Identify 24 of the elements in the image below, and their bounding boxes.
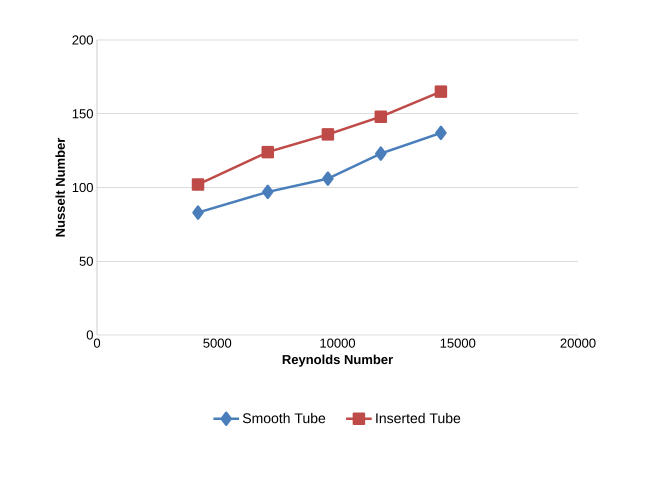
y-tick-label: 100 — [72, 182, 93, 192]
x-tick-label: 0 — [94, 338, 100, 348]
point — [435, 126, 447, 140]
x-tick-label: 10000 — [320, 338, 356, 348]
y-tick-label: 0 — [86, 330, 93, 340]
y-tick-label: 200 — [72, 35, 93, 45]
point — [374, 110, 388, 123]
y-tick-label: 50 — [80, 256, 93, 266]
point — [192, 178, 204, 191]
point — [192, 205, 204, 220]
x-tick-label: 15000 — [440, 338, 476, 348]
y-tick-label: 150 — [72, 109, 93, 118]
point — [375, 146, 387, 161]
point — [434, 85, 448, 98]
legend-label: Smooth Tube — [242, 412, 326, 424]
point — [262, 184, 274, 200]
y-axis-title: Nusselt Number — [55, 138, 65, 236]
x-tick-label: 5000 — [203, 338, 232, 348]
point — [262, 146, 274, 158]
point — [322, 128, 334, 141]
x-tick-label: 20000 — [560, 338, 596, 348]
legend-label: Inserted Tube — [376, 412, 460, 424]
x-axis-title: Reynolds Number — [282, 354, 393, 367]
point — [322, 171, 334, 186]
